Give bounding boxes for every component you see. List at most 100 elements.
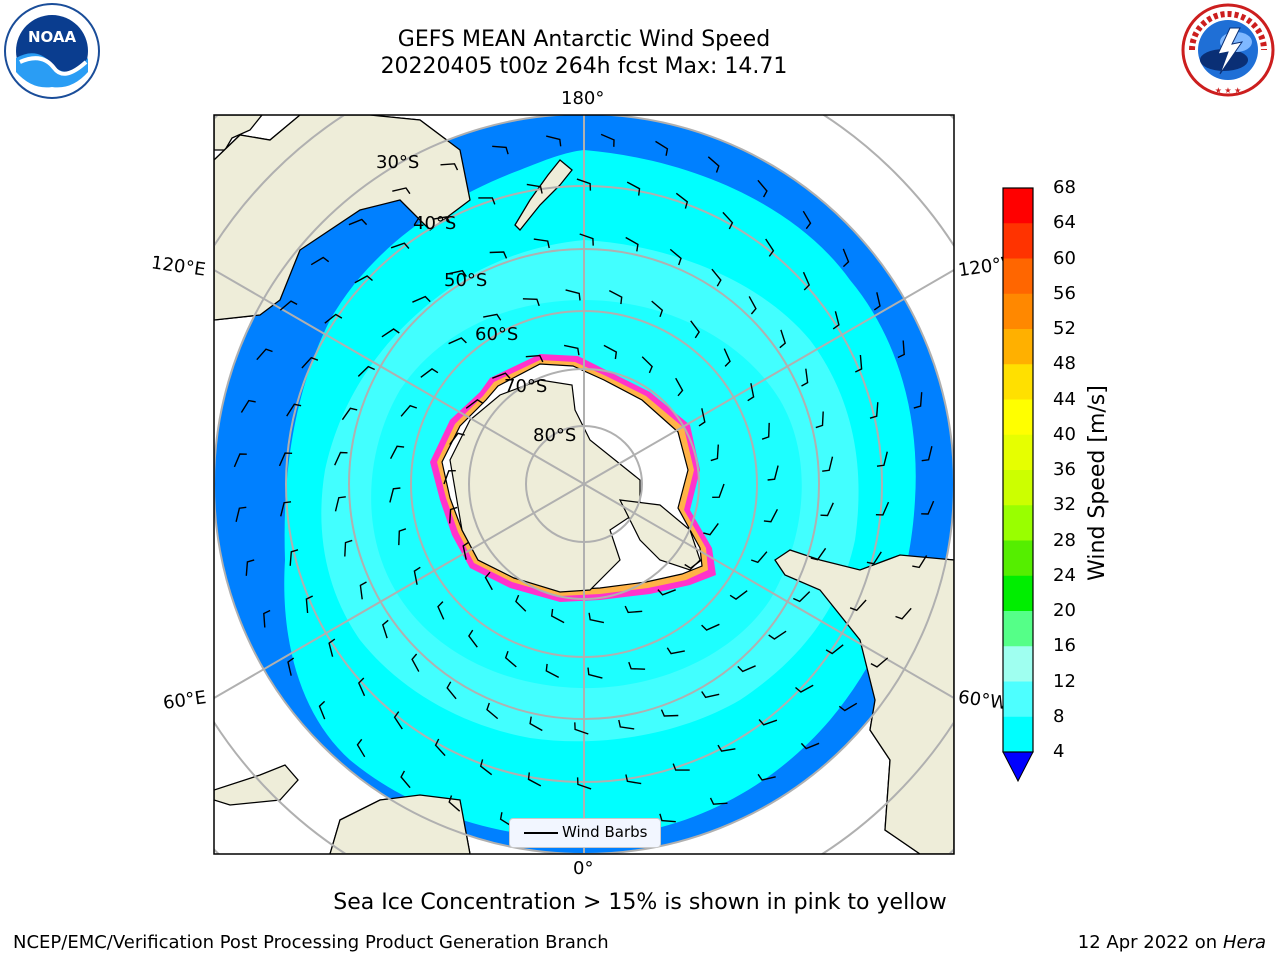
- lat-label-30s: 30°S: [376, 152, 420, 173]
- wind-barb: [690, 320, 700, 339]
- wind-barb: [413, 566, 421, 585]
- wind-barb: [802, 210, 812, 230]
- colorbar-segment: [1003, 364, 1033, 400]
- wind-barb: [389, 487, 401, 503]
- wind-barb: [434, 738, 446, 757]
- wind-barb: [356, 738, 366, 758]
- wind-barb: [655, 140, 669, 156]
- wind-barb: [729, 590, 748, 600]
- colorbar-segment: [1003, 611, 1033, 647]
- colorbar-segment: [1003, 716, 1033, 753]
- wind-barb: [390, 242, 410, 249]
- colorbar-tick-label: 44: [1053, 388, 1076, 410]
- wind-barb: [800, 742, 820, 750]
- wind-barb: [701, 691, 720, 699]
- svg-text:★ ★ ★: ★ ★ ★: [1215, 86, 1242, 95]
- wind-barb: [305, 595, 314, 614]
- wind-barb: [389, 445, 405, 460]
- wind-barb: [393, 711, 403, 730]
- footer-date: 12 Apr 2022 on Hera: [1078, 932, 1266, 953]
- wind-barb: [392, 187, 411, 195]
- wind-barb: [526, 183, 543, 194]
- legend-label: Wind Barbs: [562, 823, 648, 841]
- wind-barb: [869, 402, 879, 419]
- sea-ice-note: Sea Ice Concentration > 15% is shown in …: [333, 890, 947, 915]
- wind-barb: [684, 559, 703, 570]
- wind-barb: [921, 500, 935, 515]
- wind-barb: [723, 348, 731, 367]
- wind-barb: [289, 549, 299, 566]
- wind-barb: [588, 612, 605, 624]
- wind-barb: [675, 377, 684, 397]
- wind-barb: [448, 269, 467, 277]
- wind-barb: [279, 300, 298, 311]
- wind-barb: [344, 539, 353, 557]
- wind-barb: [870, 657, 889, 668]
- wind-barb: [921, 446, 933, 462]
- wind-barb: [626, 181, 641, 196]
- wind-barb: [669, 248, 682, 266]
- wind-barb: [348, 218, 368, 226]
- colorbar-tick-label: 40: [1053, 423, 1076, 445]
- colorbar-tick-label: 68: [1053, 177, 1076, 198]
- colorbar-segment: [1003, 434, 1033, 471]
- map-legend: Wind Barbs: [509, 818, 661, 848]
- wind-barb: [912, 555, 928, 569]
- wind-barb: [448, 337, 467, 345]
- wind-barb: [608, 289, 623, 305]
- wind-barb: [381, 328, 400, 338]
- wind-barb: [484, 571, 493, 591]
- wind-barb: [492, 145, 509, 155]
- noaa-logo-text: NOAA: [28, 28, 77, 46]
- wind-barb: [603, 344, 618, 360]
- chart-subtitle: 20220405 t00z 264h fcst Max: 14.71: [380, 54, 788, 79]
- colorbar-tick-label: 16: [1053, 635, 1076, 657]
- wind-barb: [359, 581, 367, 600]
- wind-barb: [334, 451, 348, 466]
- wind-barb: [499, 812, 513, 828]
- colorbar-tick-label: 64: [1053, 212, 1076, 234]
- colorbar-segment: [1003, 646, 1033, 682]
- wind-barb: [354, 275, 373, 284]
- wind-barb: [400, 404, 418, 417]
- wind-barb: [801, 368, 809, 387]
- wind-barb: [479, 759, 493, 776]
- wind-barb: [522, 298, 540, 307]
- wind-barb: [802, 271, 811, 291]
- colorbar-outline: [1002, 187, 1034, 753]
- footer-host: Hera: [1222, 932, 1266, 953]
- nws-logo: ★ ★ ★: [1181, 3, 1275, 97]
- wind-barb: [793, 591, 811, 603]
- wind-barb: [235, 506, 247, 522]
- wind-barb: [820, 502, 834, 517]
- wind-barb: [432, 216, 451, 224]
- wind-barb: [576, 178, 592, 191]
- wind-barb: [324, 313, 343, 324]
- wind-barb: [825, 644, 844, 655]
- wind-barb: [286, 403, 302, 417]
- wind-barb: [533, 238, 550, 249]
- wind-barb: [768, 630, 787, 640]
- wind-barb: [565, 289, 581, 301]
- wind-barb: [468, 629, 478, 648]
- colorbar-segment: [1003, 258, 1033, 295]
- wind-barb: [913, 392, 923, 409]
- wind-barb: [698, 408, 706, 427]
- wind-barb: [672, 763, 690, 771]
- colorbar-extend-arrow: [1002, 751, 1034, 783]
- colorbar-tick-label: 8: [1053, 705, 1065, 727]
- wind-barb: [660, 709, 679, 717]
- wind-barb: [873, 292, 881, 311]
- wind-barb: [233, 453, 247, 468]
- wind-barb: [757, 179, 768, 198]
- wind-barb: [897, 340, 905, 359]
- wind-barb: [328, 638, 336, 657]
- wind-barb: [420, 368, 439, 378]
- wind-barb: [545, 663, 560, 679]
- wind-barb: [895, 607, 912, 620]
- wind-barb: [310, 256, 330, 266]
- wind-barb: [483, 313, 502, 321]
- lat-label-50s: 50°S: [444, 270, 488, 291]
- wind-barb: [722, 211, 734, 230]
- wind-barb: [876, 451, 888, 467]
